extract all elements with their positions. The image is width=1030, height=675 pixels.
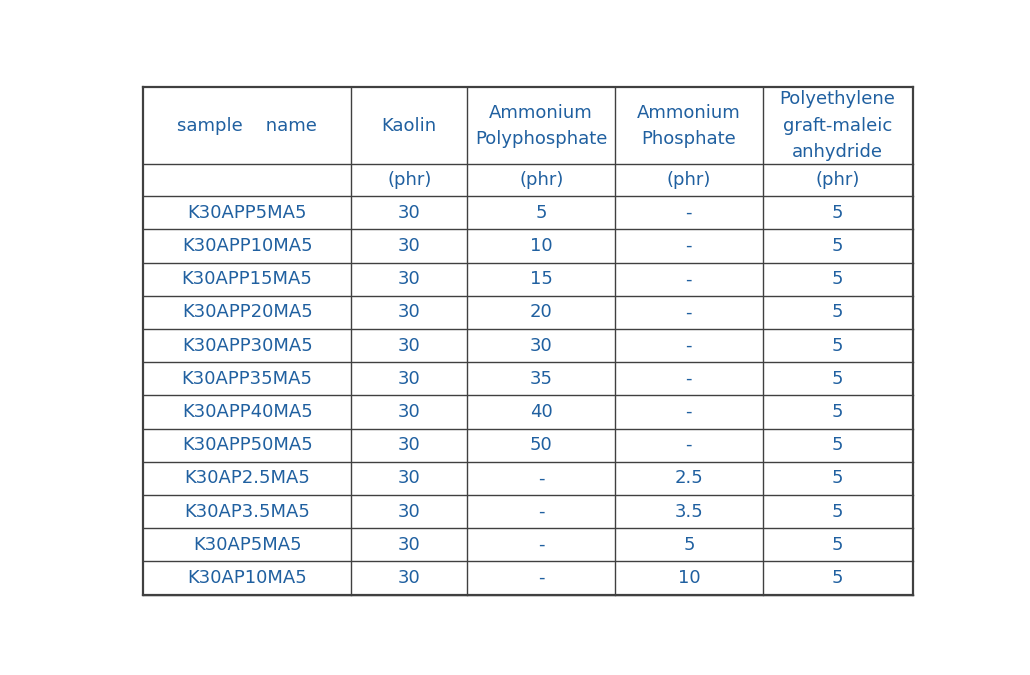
- Text: -: -: [686, 337, 692, 354]
- Text: 5: 5: [832, 237, 844, 255]
- Text: K30AP2.5MA5: K30AP2.5MA5: [184, 469, 310, 487]
- Text: -: -: [538, 503, 545, 520]
- Text: 5: 5: [832, 403, 844, 421]
- Text: Kaolin: Kaolin: [382, 117, 437, 135]
- Text: sample    name: sample name: [177, 117, 317, 135]
- Text: 30: 30: [398, 304, 420, 321]
- Text: 5: 5: [832, 270, 844, 288]
- Text: -: -: [686, 237, 692, 255]
- Text: 30: 30: [398, 370, 420, 388]
- Text: 30: 30: [398, 536, 420, 554]
- Text: K30AP5MA5: K30AP5MA5: [193, 536, 302, 554]
- Text: 5: 5: [832, 304, 844, 321]
- Text: K30APP40MA5: K30APP40MA5: [181, 403, 312, 421]
- Text: 5: 5: [832, 436, 844, 454]
- Text: K30APP5MA5: K30APP5MA5: [187, 204, 307, 222]
- Text: K30APP50MA5: K30APP50MA5: [181, 436, 312, 454]
- Text: (phr): (phr): [519, 171, 563, 189]
- Text: 2.5: 2.5: [675, 469, 703, 487]
- Text: -: -: [686, 403, 692, 421]
- Text: K30APP15MA5: K30APP15MA5: [181, 270, 312, 288]
- Text: -: -: [686, 370, 692, 388]
- Text: 5: 5: [832, 204, 844, 222]
- Text: Ammonium
Polyphosphate: Ammonium Polyphosphate: [475, 103, 608, 148]
- Text: 30: 30: [398, 436, 420, 454]
- Text: 35: 35: [529, 370, 553, 388]
- Text: (phr): (phr): [816, 171, 860, 189]
- Text: 50: 50: [529, 436, 553, 454]
- Text: 30: 30: [529, 337, 553, 354]
- Text: -: -: [538, 469, 545, 487]
- Text: 5: 5: [832, 370, 844, 388]
- Text: 30: 30: [398, 337, 420, 354]
- Text: 5: 5: [832, 503, 844, 520]
- Text: 30: 30: [398, 569, 420, 587]
- Text: 10: 10: [529, 237, 552, 255]
- Text: 30: 30: [398, 204, 420, 222]
- Text: 5: 5: [832, 569, 844, 587]
- Text: 30: 30: [398, 503, 420, 520]
- Text: K30APP10MA5: K30APP10MA5: [182, 237, 312, 255]
- Text: 10: 10: [678, 569, 700, 587]
- Text: K30APP30MA5: K30APP30MA5: [181, 337, 312, 354]
- Text: 5: 5: [832, 536, 844, 554]
- Text: 5: 5: [832, 337, 844, 354]
- Text: K30APP20MA5: K30APP20MA5: [181, 304, 312, 321]
- Text: (phr): (phr): [387, 171, 432, 189]
- Text: 3.5: 3.5: [675, 503, 703, 520]
- Text: -: -: [538, 536, 545, 554]
- Text: -: -: [686, 270, 692, 288]
- Text: -: -: [538, 569, 545, 587]
- Text: -: -: [686, 304, 692, 321]
- Text: 15: 15: [529, 270, 553, 288]
- Text: (phr): (phr): [666, 171, 711, 189]
- Text: 20: 20: [529, 304, 553, 321]
- Text: 5: 5: [536, 204, 547, 222]
- Text: 5: 5: [683, 536, 694, 554]
- Text: -: -: [686, 204, 692, 222]
- Text: Ammonium
Phosphate: Ammonium Phosphate: [637, 103, 741, 148]
- Text: K30APP35MA5: K30APP35MA5: [181, 370, 313, 388]
- Text: 30: 30: [398, 237, 420, 255]
- Text: 5: 5: [832, 469, 844, 487]
- Text: K30AP10MA5: K30AP10MA5: [187, 569, 307, 587]
- Text: -: -: [686, 436, 692, 454]
- Text: 30: 30: [398, 403, 420, 421]
- Text: 30: 30: [398, 469, 420, 487]
- Text: Polyethylene
graft-maleic
anhydride: Polyethylene graft-maleic anhydride: [780, 90, 895, 161]
- Text: K30AP3.5MA5: K30AP3.5MA5: [184, 503, 310, 520]
- Text: 30: 30: [398, 270, 420, 288]
- Text: 40: 40: [529, 403, 553, 421]
